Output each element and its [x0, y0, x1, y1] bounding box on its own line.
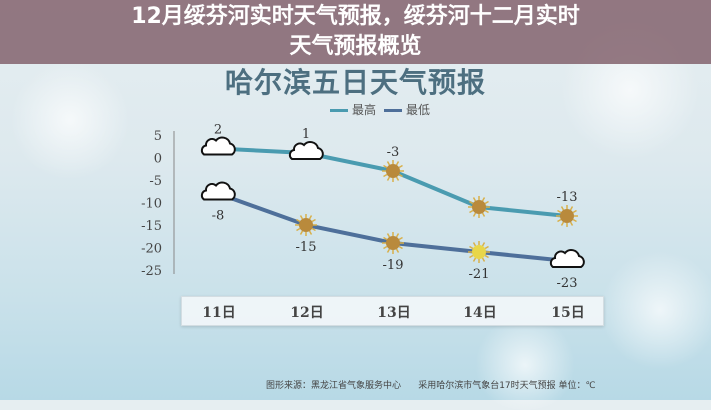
sun-icon	[299, 218, 313, 232]
y-tick-label: 5	[154, 129, 162, 144]
cloud-icon	[200, 181, 236, 201]
sun-ray	[484, 245, 489, 250]
sun-ray	[472, 257, 477, 262]
sun-ray	[296, 218, 301, 223]
sun-ray	[560, 221, 565, 226]
data-label: -19	[383, 258, 404, 273]
sun-ray	[469, 245, 474, 250]
cloud-icon	[200, 136, 236, 156]
sun-ray	[308, 230, 313, 235]
data-label: 1	[302, 127, 310, 142]
data-label: -8	[212, 209, 225, 224]
sun-ray	[398, 164, 403, 169]
sun-ray	[557, 218, 562, 223]
sun-ray	[386, 161, 391, 166]
data-label: -3	[387, 145, 400, 160]
sun-ray	[386, 233, 391, 238]
x-tick-label: 13日	[377, 305, 411, 321]
category-axis: 11日 12日 13日 14日 15日	[181, 296, 604, 326]
sun-ray	[395, 248, 400, 253]
y-tick-label: 0	[154, 152, 162, 167]
sun-ray	[481, 212, 486, 217]
sun-ray	[569, 221, 574, 226]
sun-ray	[386, 248, 391, 253]
chart-footer: 图形来源：黑龙江省气象服务中心 采用哈尔滨市气象台17时天气预报 单位：℃	[266, 378, 596, 391]
headline: 12月绥芬河实时天气预报，绥芬河十二月实时 天气预报概览	[0, 2, 711, 62]
x-tick-label: 12日	[290, 305, 324, 321]
sun-ray	[481, 197, 486, 202]
sun-ray	[557, 209, 562, 214]
sun-ray	[484, 254, 489, 259]
sun-ray	[299, 215, 304, 220]
sun-icon	[472, 200, 486, 214]
sun-ray	[383, 164, 388, 169]
data-label: -13	[557, 190, 578, 205]
headline-line1: 12月绥芬河实时天气预报，绥芬河十二月实时	[131, 4, 580, 29]
sun-ray	[469, 254, 474, 259]
sun-ray	[398, 236, 403, 241]
chart-title: 哈尔滨五日天气预报	[224, 66, 486, 99]
data-label: -21	[469, 267, 490, 282]
sun-icon	[386, 236, 400, 250]
cloud-icon	[288, 141, 324, 160]
x-tick-label: 15日	[551, 305, 585, 321]
headline-line2: 天气预报概览	[289, 34, 422, 59]
sun-ray	[572, 218, 577, 223]
sun-ray	[484, 209, 489, 214]
legend-high-marker	[330, 108, 348, 112]
data-label: -23	[557, 276, 578, 291]
headline-banner	[0, 0, 711, 64]
sun-ray	[472, 212, 477, 217]
y-tick-label: -15	[141, 219, 162, 234]
sun-ray	[469, 209, 474, 214]
sun-ray	[296, 227, 301, 232]
sun-ray	[386, 176, 391, 181]
chart-legend: 最高 最低	[330, 103, 430, 117]
sun-icon	[386, 164, 400, 178]
sun-ray	[569, 206, 574, 211]
sun-ray	[383, 236, 388, 241]
y-tick-label: -10	[141, 197, 162, 212]
sun-icon	[472, 245, 486, 259]
footer-source: 图形来源：黑龙江省气象服务中心	[266, 381, 402, 391]
legend-low-label: 最低	[406, 103, 431, 117]
sun-ray	[560, 206, 565, 211]
y-tick-label: -5	[149, 174, 162, 189]
sun-ray	[383, 173, 388, 178]
sun-ray	[383, 245, 388, 250]
sun-ray	[395, 161, 400, 166]
sun-ray	[481, 242, 486, 247]
x-tick-label: 11日	[202, 305, 236, 321]
line-chart: 5 0 -5 -10 -15 -20 -25 2 1 -3 -13 -8 -15 -19 -21 -23	[141, 123, 585, 291]
sun-ray	[395, 233, 400, 238]
sun-ray	[299, 230, 304, 235]
data-label: 2	[214, 123, 222, 138]
sun-ray	[308, 215, 313, 220]
cloud-icon	[549, 249, 585, 268]
sun-ray	[398, 173, 403, 178]
legend-high-label: 最高	[352, 103, 377, 117]
sun-icon	[560, 209, 574, 223]
sun-ray	[311, 218, 316, 223]
sun-ray	[311, 227, 316, 232]
x-tick-label: 14日	[463, 305, 497, 321]
y-tick-label: -25	[141, 264, 162, 279]
sun-ray	[572, 209, 577, 214]
sun-ray	[398, 245, 403, 250]
footer-note: 采用哈尔滨市气象台17时天气预报 单位：℃	[418, 381, 596, 391]
legend-low-marker	[384, 108, 403, 112]
sun-ray	[484, 200, 489, 205]
sun-ray	[481, 257, 486, 262]
sun-ray	[469, 200, 474, 205]
sun-ray	[395, 176, 400, 181]
data-label: -15	[296, 240, 317, 255]
sun-ray	[472, 242, 477, 247]
y-tick-label: -20	[141, 242, 162, 257]
sun-ray	[472, 197, 477, 202]
